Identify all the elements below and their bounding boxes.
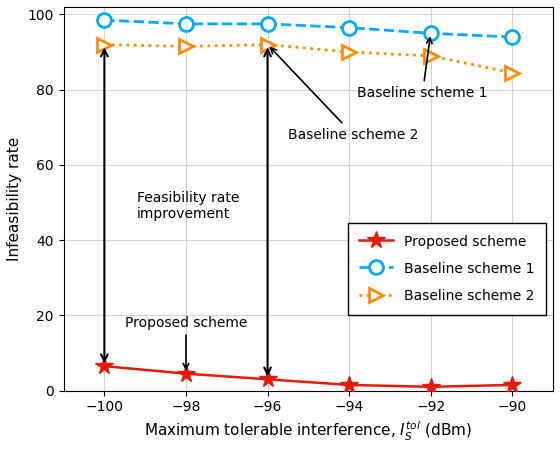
Baseline scheme 1 — [427, 31, 434, 36]
Baseline scheme 2 — [264, 42, 271, 47]
Proposed scheme — [509, 382, 516, 387]
Y-axis label: Infeasibility rate: Infeasibility rate — [7, 137, 22, 261]
Baseline scheme 1 — [509, 34, 516, 40]
Baseline scheme 2 — [183, 44, 189, 49]
Baseline scheme 1 — [264, 21, 271, 27]
Baseline scheme 2 — [101, 42, 108, 47]
X-axis label: Maximum tolerable interference, $I_S^{tol}$ (dBm): Maximum tolerable interference, $I_S^{to… — [144, 420, 472, 443]
Baseline scheme 1 — [183, 21, 189, 27]
Baseline scheme 1 — [101, 18, 108, 23]
Text: Feasibility rate
improvement: Feasibility rate improvement — [137, 191, 239, 221]
Line: Baseline scheme 1: Baseline scheme 1 — [97, 13, 519, 44]
Proposed scheme — [346, 382, 352, 387]
Text: Baseline scheme 2: Baseline scheme 2 — [270, 48, 418, 142]
Line: Baseline scheme 2: Baseline scheme 2 — [97, 38, 519, 80]
Baseline scheme 1 — [346, 25, 352, 30]
Legend: Proposed scheme, Baseline scheme 1, Baseline scheme 2: Proposed scheme, Baseline scheme 1, Base… — [348, 223, 546, 315]
Proposed scheme — [101, 364, 108, 369]
Proposed scheme — [427, 384, 434, 390]
Text: Proposed scheme: Proposed scheme — [125, 315, 247, 369]
Proposed scheme — [264, 377, 271, 382]
Line: Proposed scheme: Proposed scheme — [95, 357, 521, 396]
Proposed scheme — [183, 371, 189, 376]
Baseline scheme 2 — [346, 50, 352, 55]
Baseline scheme 2 — [427, 53, 434, 58]
Baseline scheme 2 — [509, 70, 516, 76]
Text: Baseline scheme 1: Baseline scheme 1 — [357, 38, 488, 100]
